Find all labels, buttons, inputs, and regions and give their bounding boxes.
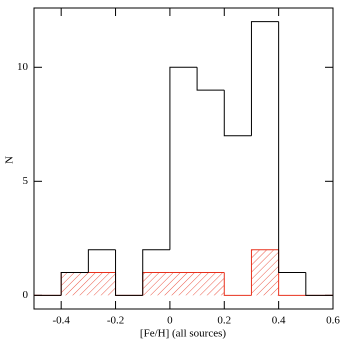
histogram-step <box>87 249 116 273</box>
x-tick-label: 0.2 <box>217 315 231 327</box>
hatched-bar <box>61 272 89 296</box>
hatched-bar <box>142 272 170 296</box>
hatched-bar <box>88 272 116 296</box>
plot-frame <box>33 7 334 310</box>
histogram-step <box>115 272 143 296</box>
x-tick-label: 0 <box>167 315 173 327</box>
y-tick-label: 0 <box>23 289 29 301</box>
histogram-step <box>250 21 279 136</box>
x-axis-label: [Fe/H] (all sources) <box>140 328 226 340</box>
x-tick-label: -0.2 <box>107 315 124 327</box>
x-tick-label: -0.4 <box>52 315 70 327</box>
histogram-step <box>115 249 143 296</box>
hatched-bar <box>169 272 198 296</box>
y-tick-label: 10 <box>17 61 29 73</box>
histogram-step <box>223 272 252 296</box>
histogram-step <box>278 21 306 274</box>
y-tick-label: 5 <box>23 175 29 187</box>
hatched-bar <box>197 272 225 296</box>
histogram-step <box>250 249 279 296</box>
histogram-step <box>60 272 89 296</box>
y-axis-label: N <box>4 156 16 164</box>
histogram-step <box>169 66 198 250</box>
x-tick-label: 0.6 <box>326 315 340 327</box>
histogram-step <box>142 249 170 296</box>
hatched-bar <box>251 249 279 296</box>
histogram-step <box>305 272 333 296</box>
histogram-step <box>196 67 225 91</box>
histogram-step <box>223 90 252 137</box>
x-tick-label: 0.4 <box>272 315 286 327</box>
